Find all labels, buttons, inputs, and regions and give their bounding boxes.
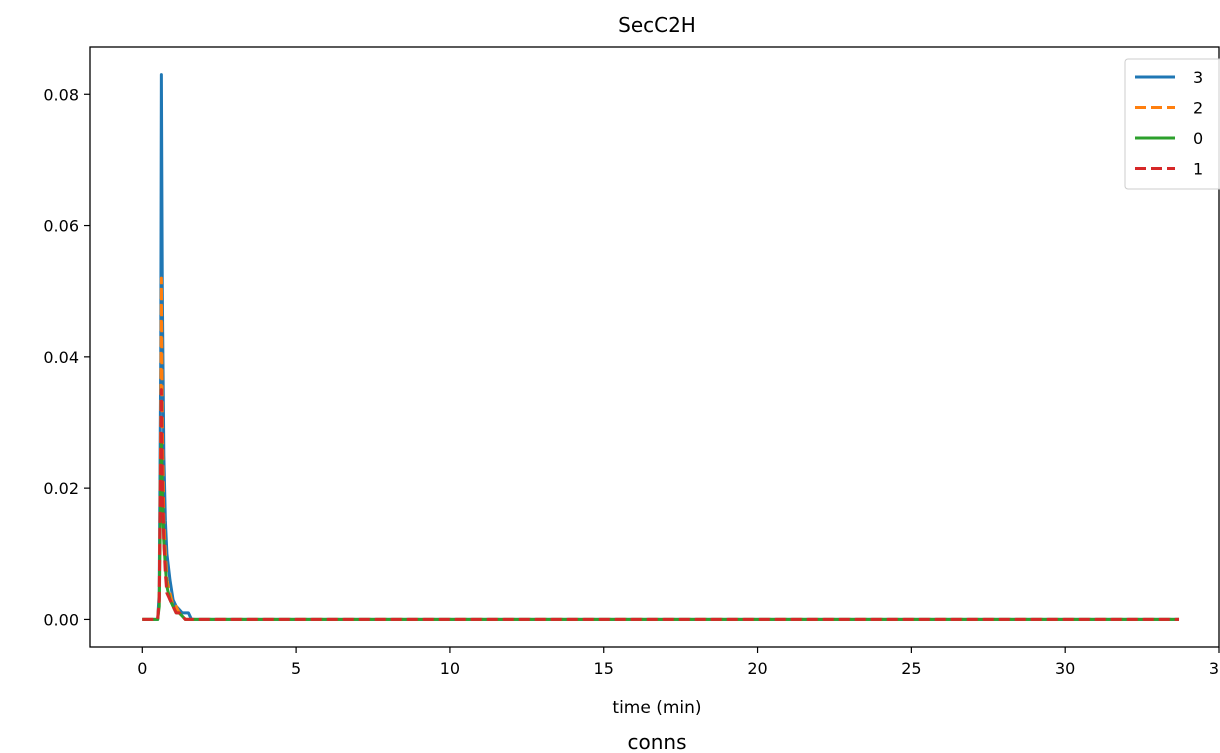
axes-frame [89,46,1220,648]
x-tick-label: 20 [747,659,767,678]
series-line-0 [142,434,1180,621]
legend-label: 1 [1193,160,1203,179]
y-tick-label: 0.08 [43,85,79,104]
y-tick-label: 0.02 [43,479,79,498]
x-tick-label: 35 [1209,659,1220,678]
legend-label: 2 [1193,99,1203,118]
x-tick-label: 5 [291,659,301,678]
plot-area [142,73,1180,621]
legend-box [1124,58,1220,190]
y-tick-label: 0.06 [43,217,79,236]
x-tick-label: 15 [594,659,614,678]
legend: 3 2 0 1 [1124,58,1220,190]
chart-caption: conns [627,730,686,753]
y-tick-label: 0.04 [43,348,79,367]
legend-label: 0 [1193,129,1203,148]
series-line-3 [142,73,1180,621]
series-line-2 [142,276,1180,621]
x-tick-label: 30 [1055,659,1075,678]
chart-title: SecC2H [618,13,696,37]
x-tick-label: 0 [137,659,147,678]
x-axis: 0 5 10 15 20 25 30 35 [137,647,1220,678]
series-line-1 [142,388,1180,621]
x-axis-label: time (min) [612,698,701,718]
x-tick-label: 25 [901,659,921,678]
x-tick-label: 10 [440,659,460,678]
y-axis: 0.00 0.02 0.04 0.06 0.08 [43,85,90,629]
legend-label: 3 [1193,68,1203,87]
y-tick-label: 0.00 [43,610,79,629]
